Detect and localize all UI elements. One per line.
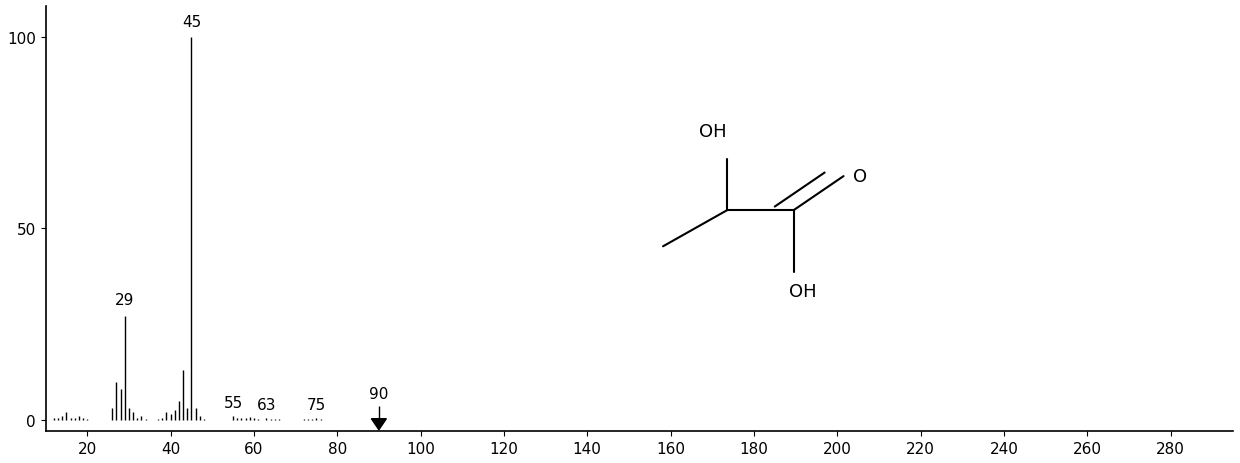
Text: O: O <box>853 168 867 186</box>
Text: 63: 63 <box>257 397 277 412</box>
Text: 29: 29 <box>115 292 134 307</box>
Text: OH: OH <box>790 283 817 301</box>
Text: 90: 90 <box>370 386 388 401</box>
Text: 55: 55 <box>223 395 243 410</box>
Polygon shape <box>371 419 387 430</box>
Text: 75: 75 <box>306 397 326 412</box>
Text: OH: OH <box>699 123 727 141</box>
Text: 45: 45 <box>182 15 201 30</box>
